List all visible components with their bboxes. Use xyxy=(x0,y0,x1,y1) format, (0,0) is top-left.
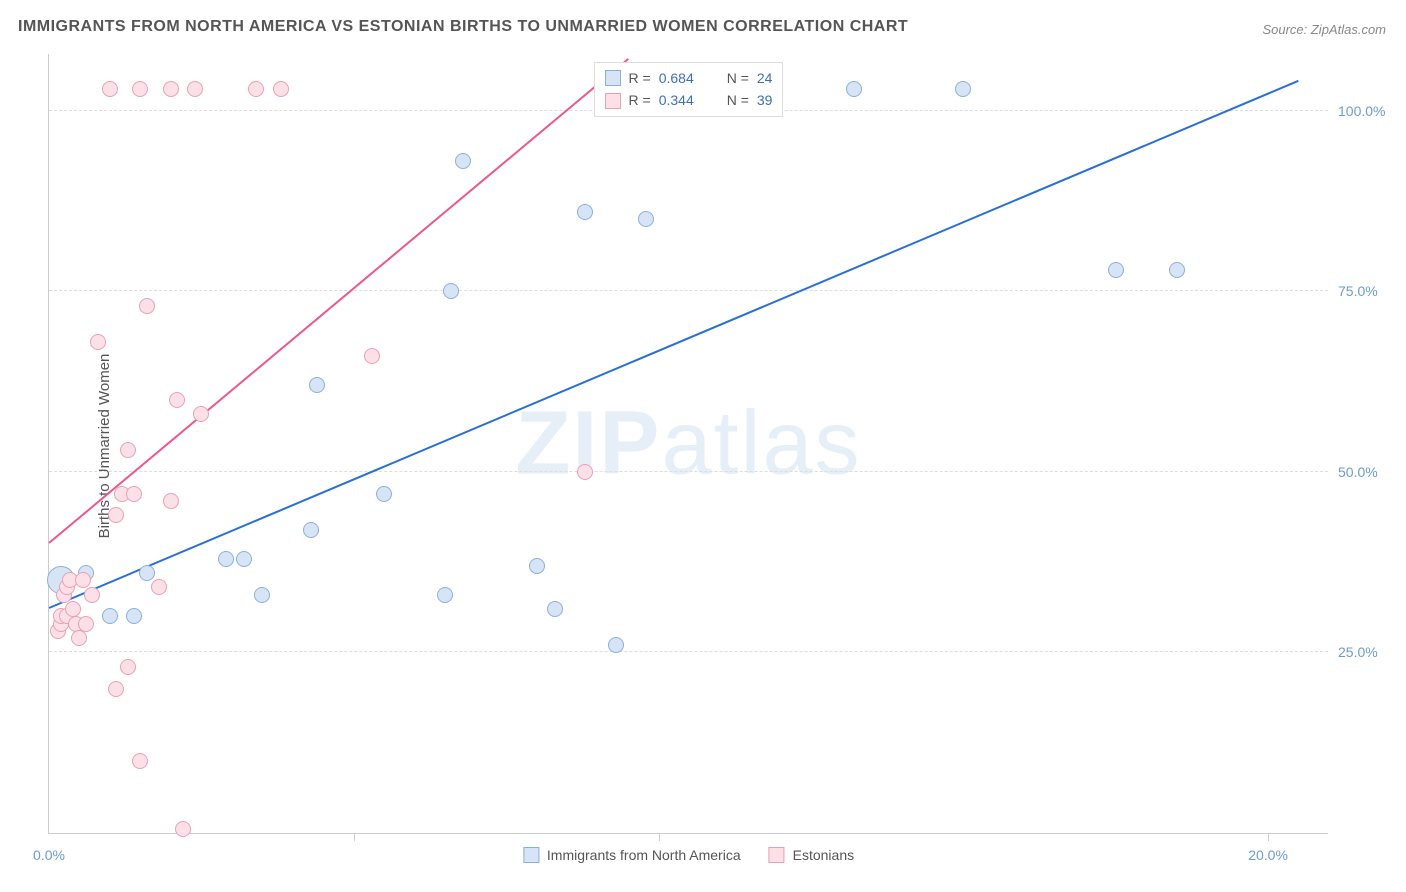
n-label: N = xyxy=(727,89,749,111)
data-point xyxy=(139,298,155,314)
data-point xyxy=(126,608,142,624)
data-point xyxy=(108,507,124,523)
data-point xyxy=(1108,262,1124,278)
legend-item-1: Estonians xyxy=(769,847,854,863)
data-point xyxy=(71,630,87,646)
data-point xyxy=(187,81,203,97)
data-point xyxy=(303,522,319,538)
data-point xyxy=(608,637,624,653)
r-value: 0.684 xyxy=(659,67,709,89)
data-point xyxy=(65,601,81,617)
x-tick-label: 0.0% xyxy=(33,847,65,863)
data-point xyxy=(102,608,118,624)
n-value: 39 xyxy=(757,89,773,111)
data-point xyxy=(254,587,270,603)
data-point xyxy=(309,377,325,393)
legend-row-series-0: R = 0.684 N = 24 xyxy=(605,67,773,89)
x-tick xyxy=(659,833,660,841)
r-value: 0.344 xyxy=(659,89,709,111)
watermark: ZIPatlas xyxy=(515,392,861,495)
chart-title: IMMIGRANTS FROM NORTH AMERICA VS ESTONIA… xyxy=(18,18,908,36)
data-point xyxy=(218,551,234,567)
swatch-icon xyxy=(523,847,539,863)
x-tick-label: 20.0% xyxy=(1248,847,1288,863)
x-tick xyxy=(354,833,355,841)
data-point xyxy=(443,283,459,299)
data-point xyxy=(163,493,179,509)
source-attribution: Source: ZipAtlas.com xyxy=(1262,22,1386,37)
y-tick-label: 75.0% xyxy=(1338,283,1398,299)
data-point xyxy=(78,616,94,632)
data-point xyxy=(120,659,136,675)
data-point xyxy=(193,406,209,422)
gridline xyxy=(49,290,1328,291)
data-point xyxy=(577,204,593,220)
data-point xyxy=(455,153,471,169)
data-point xyxy=(139,565,155,581)
x-tick xyxy=(1268,833,1269,841)
data-point xyxy=(577,464,593,480)
y-tick-label: 25.0% xyxy=(1338,644,1398,660)
legend-label: Immigrants from North America xyxy=(547,847,741,863)
data-point xyxy=(169,392,185,408)
watermark-light: atlas xyxy=(661,393,861,493)
data-point xyxy=(151,579,167,595)
data-point xyxy=(529,558,545,574)
data-point xyxy=(638,211,654,227)
data-point xyxy=(376,486,392,502)
y-tick-label: 100.0% xyxy=(1338,103,1398,119)
plot-area: ZIPatlas R = 0.684 N = 24 R = 0.344 N = … xyxy=(48,54,1328,834)
series-legend: Immigrants from North America Estonians xyxy=(523,847,854,863)
data-point xyxy=(437,587,453,603)
gridline xyxy=(49,651,1328,652)
data-point xyxy=(90,334,106,350)
data-point xyxy=(108,681,124,697)
data-point xyxy=(364,348,380,364)
data-point xyxy=(248,81,264,97)
n-label: N = xyxy=(727,67,749,89)
data-point xyxy=(84,587,100,603)
data-point xyxy=(132,753,148,769)
legend-item-0: Immigrants from North America xyxy=(523,847,741,863)
legend-label: Estonians xyxy=(793,847,854,863)
correlation-legend: R = 0.684 N = 24 R = 0.344 N = 39 xyxy=(594,62,784,117)
data-point xyxy=(102,81,118,97)
r-label: R = xyxy=(629,89,651,111)
data-point xyxy=(175,821,191,837)
legend-row-series-1: R = 0.344 N = 39 xyxy=(605,89,773,111)
data-point xyxy=(132,81,148,97)
data-point xyxy=(236,551,252,567)
r-label: R = xyxy=(629,67,651,89)
data-point xyxy=(955,81,971,97)
swatch-icon xyxy=(605,93,621,109)
data-point xyxy=(126,486,142,502)
trendline-series-0 xyxy=(49,80,1299,609)
swatch-icon xyxy=(769,847,785,863)
data-point xyxy=(547,601,563,617)
data-point xyxy=(163,81,179,97)
n-value: 24 xyxy=(757,67,773,89)
data-point xyxy=(846,81,862,97)
data-point xyxy=(75,572,91,588)
swatch-icon xyxy=(605,70,621,86)
y-tick-label: 50.0% xyxy=(1338,464,1398,480)
data-point xyxy=(120,442,136,458)
gridline xyxy=(49,471,1328,472)
data-point xyxy=(1169,262,1185,278)
data-point xyxy=(273,81,289,97)
